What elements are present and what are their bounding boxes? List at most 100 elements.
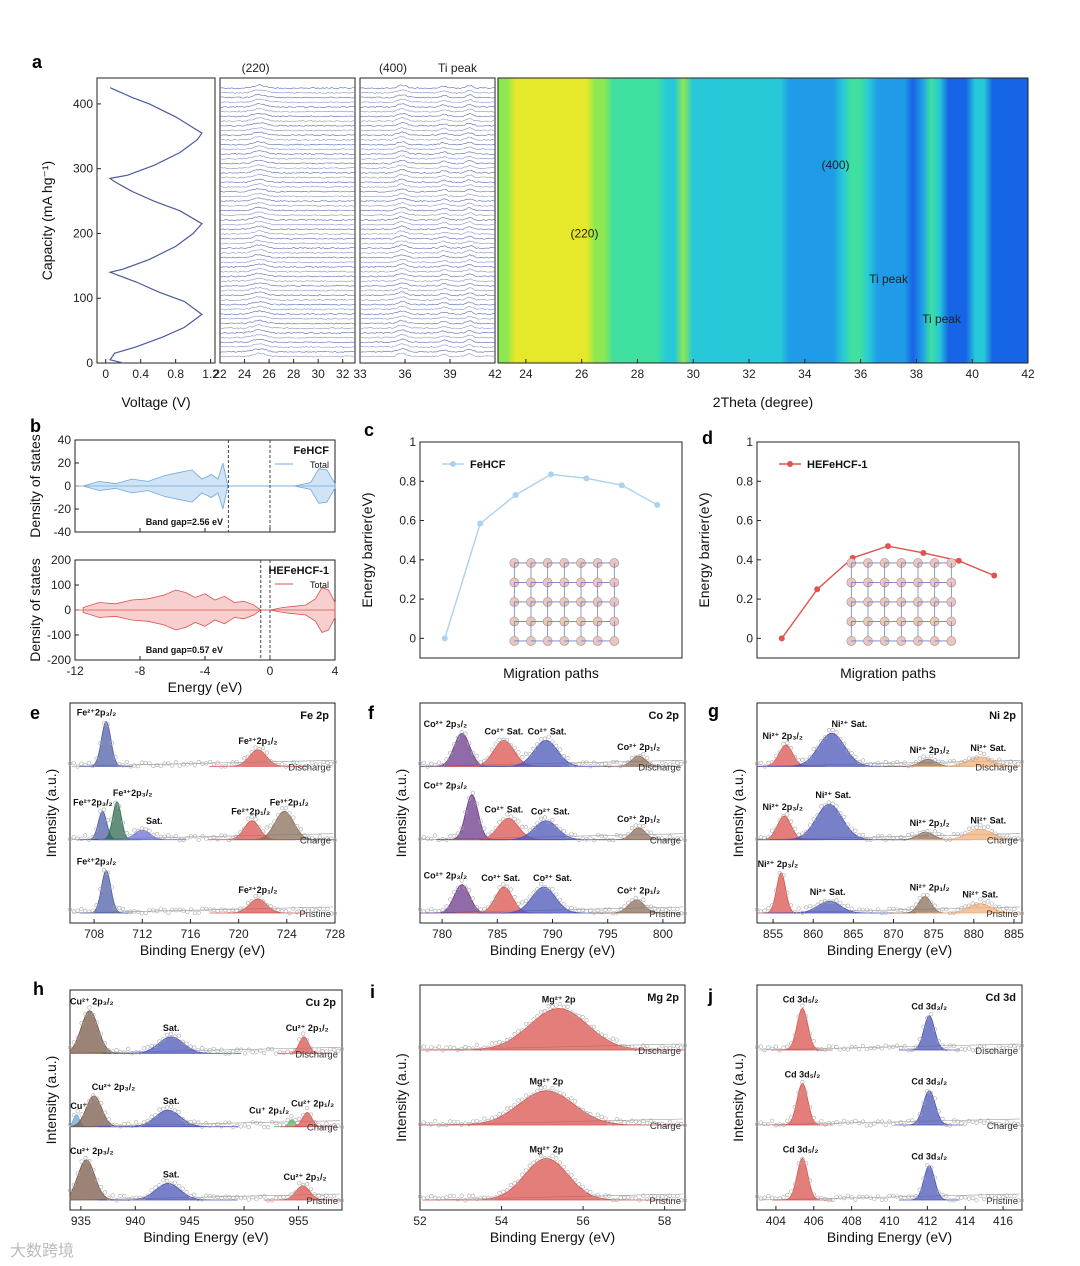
data-point — [989, 1194, 994, 1199]
data-point — [569, 1010, 574, 1015]
data-point — [910, 1047, 915, 1052]
data-point — [512, 1181, 517, 1186]
data-point — [966, 903, 972, 908]
x-tick-label: 42 — [488, 367, 502, 381]
data-point — [569, 1173, 574, 1178]
xrd-trace — [359, 301, 496, 306]
data-point — [459, 825, 464, 831]
state-label: Charge — [300, 836, 331, 847]
data-point — [773, 1044, 779, 1049]
data-point — [925, 1015, 930, 1020]
data-point — [173, 834, 179, 839]
data-point — [671, 1122, 676, 1127]
data-point — [295, 824, 300, 829]
state-label: Charge — [650, 1121, 681, 1132]
xrd-trace — [219, 324, 356, 330]
data-point — [917, 756, 922, 761]
data-point — [539, 816, 544, 821]
data-point — [535, 1088, 540, 1094]
y-tick-label: 1 — [409, 435, 416, 449]
data-point — [287, 911, 292, 916]
x-tick-label: 4 — [332, 664, 339, 678]
data-point — [95, 1020, 100, 1025]
data-point — [766, 1045, 771, 1050]
data-point — [332, 1193, 337, 1199]
data-point — [120, 820, 126, 825]
state-label: Discharge — [975, 1046, 1018, 1057]
data-point — [561, 1164, 566, 1170]
x-tick-label: 728 — [325, 927, 345, 941]
data-point — [667, 834, 672, 839]
data-point — [622, 1195, 627, 1200]
data-point — [87, 1098, 92, 1104]
data-point — [554, 1003, 559, 1008]
heatmap-annotation: (400) — [822, 158, 850, 172]
data-point — [474, 801, 479, 806]
data-point — [773, 888, 779, 893]
data-point — [448, 834, 453, 839]
data-point — [944, 1047, 949, 1052]
data-point — [913, 834, 919, 839]
y-tick-label: -20 — [54, 502, 72, 516]
data-point — [161, 1106, 166, 1112]
data-point — [819, 899, 824, 905]
fitted-peak — [598, 827, 679, 841]
data-point — [192, 1119, 197, 1124]
data-point — [554, 743, 559, 748]
data-point — [523, 1021, 529, 1027]
fitted-peak — [598, 755, 679, 767]
data-point — [71, 760, 76, 766]
x-tick-label: 32 — [336, 367, 350, 381]
data-point — [98, 1031, 104, 1036]
y-tick-label: 300 — [73, 162, 93, 176]
data-point — [120, 906, 126, 912]
data-point — [455, 735, 460, 740]
data-point — [804, 1014, 809, 1019]
data-point — [902, 760, 907, 765]
data-point — [137, 1050, 143, 1055]
data-point — [849, 1045, 854, 1050]
data-point — [448, 897, 453, 902]
data-point — [864, 1123, 869, 1128]
xrd-trace — [359, 244, 496, 250]
xrd-traces — [359, 84, 496, 358]
xrd-trace — [359, 211, 495, 217]
data-point — [184, 1041, 189, 1046]
data-point — [90, 763, 95, 769]
data-point — [550, 1004, 555, 1009]
data-point — [584, 1188, 589, 1193]
peak-label: Ni²⁺ Sat. — [970, 743, 1006, 753]
data-point — [663, 1123, 669, 1128]
data-point — [1012, 1044, 1017, 1049]
data-point — [308, 1186, 314, 1192]
data-point — [429, 1122, 434, 1127]
data-point — [302, 833, 307, 838]
x-tick-label: 22 — [213, 367, 227, 381]
data-point — [785, 740, 790, 745]
data-point — [102, 1110, 108, 1115]
data-point — [887, 761, 892, 766]
data-point — [682, 1043, 688, 1048]
peak-annotation: (220) — [242, 61, 270, 75]
data-point — [849, 826, 854, 831]
data-point — [133, 1120, 139, 1125]
data-point — [470, 1193, 476, 1198]
data-point — [306, 764, 311, 769]
data-point — [834, 898, 839, 903]
data-point — [90, 908, 95, 913]
data-point — [324, 1193, 329, 1198]
data-point — [83, 833, 88, 838]
data-point — [679, 1121, 684, 1127]
voltage-plot-frame — [96, 77, 216, 364]
data-point — [599, 833, 604, 839]
data-point — [527, 828, 532, 833]
data-point — [993, 760, 998, 765]
data-point — [921, 1176, 926, 1181]
data-point — [845, 1193, 850, 1198]
data-point — [675, 760, 680, 765]
y-tick-label: 0.8 — [736, 474, 753, 488]
